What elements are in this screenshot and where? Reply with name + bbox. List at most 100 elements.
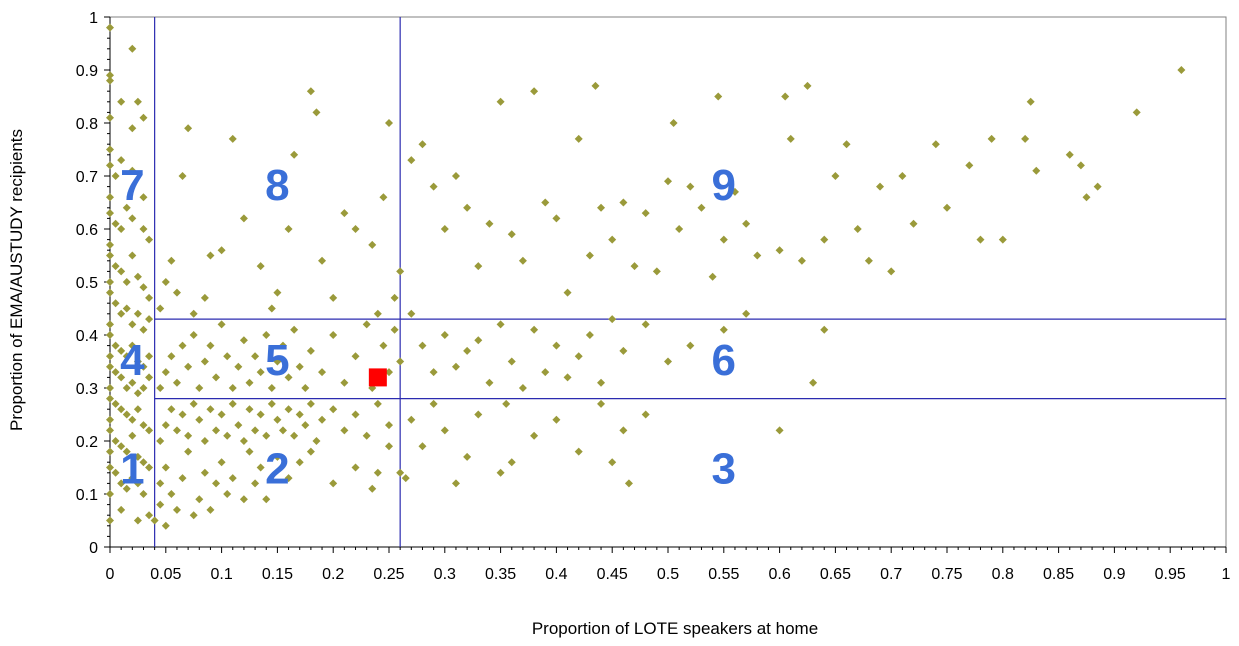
scatter-point bbox=[239, 437, 248, 445]
scatter-point bbox=[212, 426, 221, 435]
scatter-point bbox=[574, 447, 583, 456]
y-tick-label: 0.2 bbox=[76, 434, 98, 451]
scatter-point bbox=[117, 442, 126, 451]
x-tick-label: 0.05 bbox=[150, 566, 181, 583]
scatter-point bbox=[156, 500, 165, 509]
scatter-point bbox=[312, 108, 321, 117]
scatter-point bbox=[385, 368, 393, 377]
scatter-point bbox=[161, 278, 170, 286]
scatter-point bbox=[502, 399, 511, 408]
scatter-point bbox=[463, 203, 472, 212]
scatter-point bbox=[597, 378, 606, 387]
scatter-point bbox=[987, 134, 996, 143]
scatter-point bbox=[128, 320, 137, 329]
scatter-point bbox=[106, 362, 114, 371]
scatter-point bbox=[396, 357, 405, 366]
scatter-point bbox=[318, 256, 327, 265]
scatter-point bbox=[172, 378, 181, 387]
scatter-point bbox=[106, 490, 114, 498]
scatter-point bbox=[742, 219, 751, 228]
scatter-point bbox=[552, 214, 561, 223]
scatter-point bbox=[212, 373, 221, 382]
scatter-point bbox=[111, 262, 120, 271]
scatter-point bbox=[106, 352, 114, 361]
scatter-point bbox=[156, 304, 165, 313]
scatter-point bbox=[351, 352, 360, 361]
scatter-point bbox=[128, 474, 137, 483]
scatter-point bbox=[507, 458, 516, 467]
scatter-point bbox=[290, 325, 299, 334]
scatter-point bbox=[156, 479, 165, 488]
scatter-point bbox=[122, 447, 131, 456]
scatter-point bbox=[111, 468, 120, 477]
region-label-3: 3 bbox=[712, 445, 736, 494]
scatter-point bbox=[708, 272, 717, 281]
scatter-point bbox=[139, 113, 148, 122]
scatter-point bbox=[329, 479, 338, 488]
scatter-point bbox=[117, 309, 126, 318]
scatter-point bbox=[943, 203, 951, 212]
scatter-point bbox=[306, 447, 315, 456]
scatter-point bbox=[306, 399, 315, 408]
scatter-point bbox=[106, 331, 114, 339]
scatter-point bbox=[306, 87, 315, 96]
scatter-point bbox=[223, 352, 232, 361]
scatter-point bbox=[624, 479, 633, 488]
y-tick-label: 0.6 bbox=[76, 222, 98, 239]
scatter-point bbox=[831, 172, 840, 180]
scatter-point bbox=[563, 288, 572, 297]
x-tick-label: 0.9 bbox=[1103, 566, 1125, 583]
scatter-point bbox=[401, 474, 410, 483]
scatter-point bbox=[128, 214, 137, 223]
x-tick-label: 0.6 bbox=[768, 566, 790, 583]
scatter-point bbox=[262, 495, 271, 504]
scatter-point bbox=[429, 399, 438, 408]
scatter-point bbox=[1082, 193, 1091, 202]
scatter-point bbox=[133, 357, 142, 366]
scatter-point bbox=[440, 426, 449, 435]
scatter-point bbox=[396, 267, 405, 276]
scatter-point bbox=[267, 384, 276, 392]
scatter-point bbox=[128, 166, 137, 175]
scatter-point bbox=[669, 119, 678, 127]
x-tick-label: 0.35 bbox=[485, 566, 516, 583]
region-label-2: 2 bbox=[265, 445, 289, 494]
scatter-point bbox=[373, 468, 382, 477]
scatter-point bbox=[139, 362, 148, 371]
scatter-point bbox=[641, 209, 650, 218]
scatter-point bbox=[373, 399, 382, 408]
x-tick-label: 0.7 bbox=[880, 566, 902, 583]
scatter-point bbox=[217, 410, 226, 419]
scatter-point bbox=[189, 309, 198, 318]
scatter-point bbox=[106, 251, 114, 260]
scatter-point bbox=[234, 362, 243, 371]
scatter-point bbox=[803, 81, 812, 90]
scatter-point bbox=[106, 240, 114, 249]
scatter-point bbox=[362, 320, 371, 329]
scatter-point bbox=[184, 431, 193, 440]
scatter-point bbox=[106, 415, 114, 424]
scatter-point bbox=[122, 304, 131, 313]
scatter-point bbox=[117, 156, 126, 165]
scatter-point bbox=[117, 479, 126, 488]
scatter-point bbox=[407, 156, 416, 165]
scatter-point bbox=[251, 479, 260, 488]
scatter-point bbox=[329, 293, 338, 302]
scatter-point bbox=[251, 352, 260, 361]
scatter-point bbox=[619, 346, 628, 355]
scatter-point bbox=[223, 431, 232, 440]
scatter-point bbox=[178, 474, 187, 483]
scatter-point bbox=[284, 474, 293, 483]
scatter-point bbox=[111, 341, 120, 350]
scatter-point bbox=[106, 278, 114, 286]
scatter-point bbox=[290, 431, 299, 440]
scatter-point bbox=[407, 415, 416, 424]
scatter-point bbox=[396, 468, 405, 477]
scatter-point bbox=[1177, 66, 1186, 74]
scatter-point bbox=[714, 92, 723, 101]
scatter-point bbox=[295, 458, 304, 467]
scatter-point bbox=[608, 315, 617, 324]
scatter-point bbox=[106, 426, 114, 435]
scatter-point bbox=[245, 378, 254, 387]
